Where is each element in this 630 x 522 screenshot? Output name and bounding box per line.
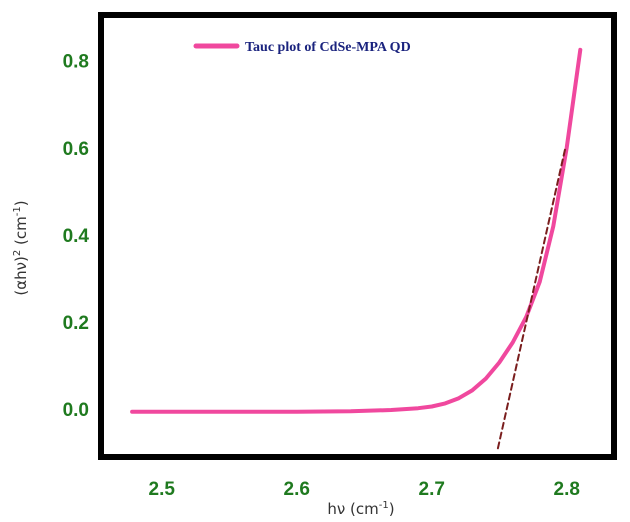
plot-frame	[98, 12, 617, 460]
legend: Tauc plot of CdSe-MPA QD	[193, 40, 411, 55]
y-tick-label: 0.0	[63, 400, 89, 421]
y-tick-label: 0.8	[63, 52, 89, 73]
tangent-extrapolation-line	[496, 146, 567, 450]
y-tick-label: 0.4	[63, 226, 90, 247]
x-tick-label: 2.6	[284, 479, 310, 500]
x-tick-label: 2.5	[149, 479, 176, 500]
x-axis-label: hν (cm-1)	[327, 500, 394, 518]
y-axis-label: (αhν)2 (cm-1)	[12, 200, 30, 295]
y-tick-label: 0.6	[63, 139, 89, 160]
x-tick-label: 2.8	[554, 479, 580, 500]
y-tick-label: 0.2	[63, 313, 89, 334]
legend-label: Tauc plot of CdSe-MPA QD	[245, 40, 411, 55]
series-line-tauc	[130, 47, 583, 414]
x-tick-label: 2.7	[419, 479, 445, 500]
